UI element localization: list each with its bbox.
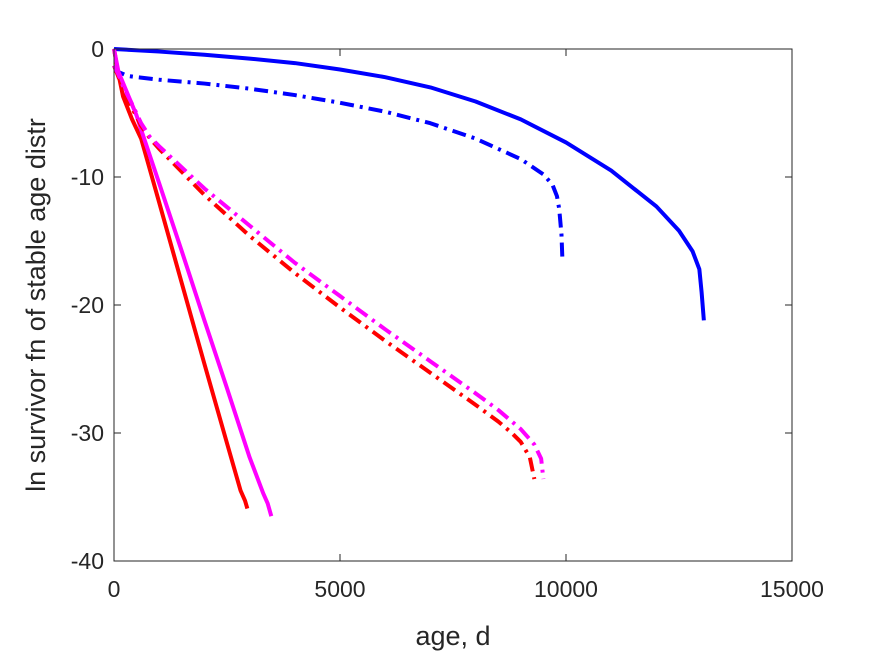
x-tick-label: 15000 xyxy=(760,576,824,602)
y-tick-label: -40 xyxy=(71,548,104,574)
y-tick-label: -10 xyxy=(71,164,104,190)
series-line-6 xyxy=(112,64,546,480)
tick-layer: 0 5000 10000 15000 -40 -30 -20 -10 0 xyxy=(71,36,824,602)
x-axis-label: age, d xyxy=(415,621,490,651)
x-tick-label: 0 xyxy=(108,576,121,602)
y-tick-label: 0 xyxy=(91,36,104,62)
series-line-1 xyxy=(113,47,706,321)
x-tick-label: 5000 xyxy=(314,576,365,602)
series-line-2 xyxy=(112,64,565,259)
plot-background xyxy=(114,49,792,561)
y-axis-label: ln survivor fn of stable age distr xyxy=(21,118,51,492)
series-line-3 xyxy=(112,48,250,510)
y-tick-label: -30 xyxy=(71,420,104,446)
x-tick-label: 10000 xyxy=(534,576,598,602)
y-tick-label: -20 xyxy=(71,292,104,318)
series-layer xyxy=(112,47,706,517)
